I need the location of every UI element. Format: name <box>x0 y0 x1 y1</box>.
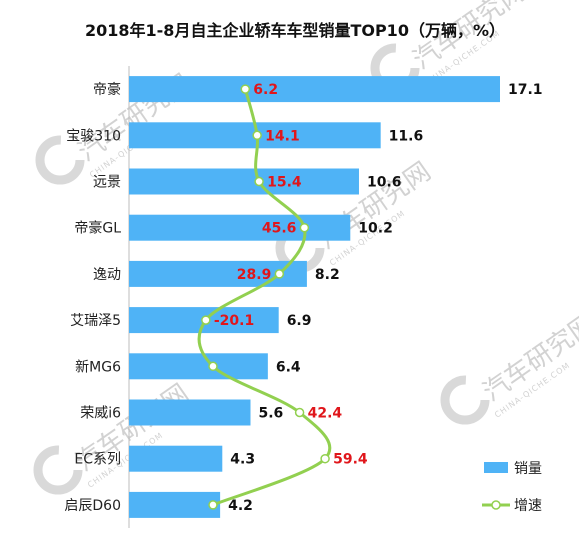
category-label: 帝豪 <box>93 82 121 98</box>
bar-value-label: 11.6 <box>389 128 424 144</box>
growth-line-layer <box>197 84 332 510</box>
bar-value-label: 6.4 <box>276 359 301 375</box>
growth-value-label: 28.9 <box>237 267 272 283</box>
growth-line <box>197 88 332 507</box>
growth-point <box>201 315 211 325</box>
category-label: 宝骏310 <box>66 128 121 144</box>
growth-value-label: 45.6 <box>262 221 297 237</box>
bar-sales <box>129 491 221 518</box>
growth-value-label: 14.1 <box>265 128 300 144</box>
bar-sales <box>129 168 359 195</box>
bars-layer <box>129 76 500 518</box>
legend-label-growth: 增速 <box>514 498 542 514</box>
growth-point <box>208 361 218 372</box>
labels-layer: 帝豪 17.1 宝骏310 11.6 远景 10.6 帝豪GL 10.2 逸动 8.2 艾瑞泽5 6.… <box>64 82 542 514</box>
growth-point <box>294 407 305 418</box>
growth-point <box>320 453 330 464</box>
chart-title: 2018年1-8月自主企业轿车车型销量TOP10（万辆，%） <box>85 21 505 40</box>
bar-sales <box>129 76 500 103</box>
bar-value-label: 4.2 <box>228 498 253 514</box>
growth-point <box>254 176 264 187</box>
bar-sales <box>129 445 223 472</box>
growth-value-label: 42.4 <box>308 406 343 422</box>
bar-sales <box>129 399 251 426</box>
category-label: 荣威i6 <box>80 406 121 422</box>
category-label: 艾瑞泽5 <box>70 313 121 329</box>
growth-value-label: 59.4 <box>333 452 368 468</box>
bar-value-label: 17.1 <box>508 82 543 98</box>
watermark-logo-icon <box>35 135 85 185</box>
growth-value-label: 6.2 <box>253 82 278 98</box>
bar-sales <box>129 214 351 241</box>
growth-value-label: -20.1 <box>214 313 254 329</box>
legend: 销量 增速 <box>482 461 542 514</box>
bar-value-label: 6.9 <box>287 313 312 329</box>
watermark-logo-icon <box>33 445 83 495</box>
bar-value-label: 5.6 <box>258 406 283 422</box>
legend-swatch-growth-marker <box>491 500 501 510</box>
bar-value-label: 10.6 <box>367 175 402 191</box>
growth-point <box>274 269 285 279</box>
growth-value-label: 15.4 <box>267 175 302 191</box>
bar-value-label: 8.2 <box>315 267 340 283</box>
category-label: 帝豪GL <box>74 221 121 237</box>
growth-point <box>240 84 251 94</box>
category-label: 逸动 <box>93 267 121 283</box>
category-label: 启辰D60 <box>64 498 121 514</box>
category-label: 新MG6 <box>75 359 121 375</box>
legend-label-sales: 销量 <box>514 461 542 477</box>
growth-point <box>208 500 218 510</box>
growth-point <box>299 222 310 233</box>
growth-point <box>252 130 262 141</box>
legend-swatch-sales <box>484 462 508 473</box>
bar-value-label: 10.2 <box>358 221 393 237</box>
bar-sales <box>129 353 268 380</box>
watermark-logo-icon <box>440 375 490 425</box>
category-label: EC系列 <box>74 452 121 468</box>
category-label: 远景 <box>93 175 121 191</box>
bar-value-label: 4.3 <box>230 452 255 468</box>
